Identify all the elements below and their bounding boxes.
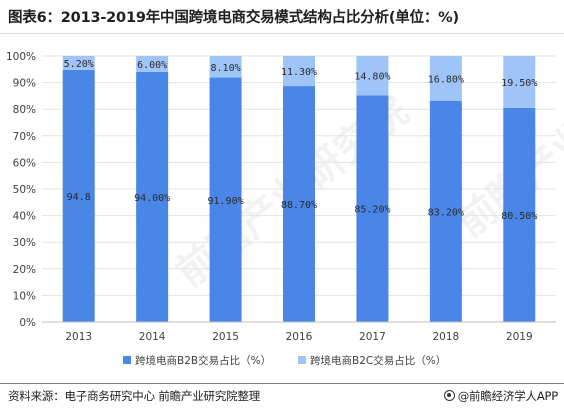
legend-label-b2c: 跨境电商B2C交易占比（%） xyxy=(310,354,446,367)
data-label-b2b: 88.70% xyxy=(281,200,317,211)
x-tick-label: 2017 xyxy=(359,331,386,343)
y-tick-label: 100% xyxy=(6,51,36,63)
bar-b2c xyxy=(356,56,389,96)
bar-b2b xyxy=(429,100,462,322)
y-tick-label: 80% xyxy=(13,104,36,116)
bar-b2b xyxy=(503,107,536,323)
y-tick-label: 60% xyxy=(13,157,36,169)
bar-b2c xyxy=(429,56,462,101)
bar-b2b xyxy=(283,86,315,322)
logo-icon xyxy=(443,390,455,401)
y-tick-label: 0% xyxy=(19,317,36,329)
source-divider xyxy=(0,383,564,384)
data-label-b2b: 94.8 xyxy=(67,192,91,203)
bar-b2b xyxy=(209,77,242,322)
y-tick-label: 10% xyxy=(13,290,36,302)
chart-title: 图表6：2013-2019年中国跨境电商交易模式结构占比分析(单位：%) xyxy=(8,10,459,26)
bar-b2b xyxy=(356,95,389,322)
source-note: 资料来源：电子商务研究中心 前瞻产业研究院整理 xyxy=(8,389,261,403)
y-tick-label: 70% xyxy=(13,131,36,143)
data-label-b2c: 19.50% xyxy=(501,78,537,89)
bar-b2c xyxy=(503,56,536,108)
data-label-b2c: 6.00% xyxy=(137,60,167,71)
data-label-b2b: 85.20% xyxy=(354,205,390,216)
bar-b2c xyxy=(62,56,95,70)
bar-b2b xyxy=(62,69,95,322)
x-tick-label: 2014 xyxy=(139,331,166,343)
data-label-b2b: 83.20% xyxy=(428,207,464,218)
y-tick-label: 90% xyxy=(13,78,36,90)
data-label-b2b: 80.50% xyxy=(501,211,537,222)
x-tick-label: 2015 xyxy=(212,331,239,343)
x-tick-label: 2016 xyxy=(286,331,313,343)
x-tick-label: 2018 xyxy=(432,331,459,343)
data-label-b2c: 5.20% xyxy=(64,59,94,70)
data-label-b2b: 91.90% xyxy=(208,196,244,207)
data-label-b2c: 11.30% xyxy=(281,67,317,78)
y-tick-label: 40% xyxy=(13,211,36,223)
credit-text: @前瞻经济学人APP xyxy=(457,389,558,403)
x-tick-label: 2019 xyxy=(506,331,533,343)
data-label-b2c: 14.80% xyxy=(354,72,390,83)
bar-b2c xyxy=(209,56,242,78)
title-divider xyxy=(0,33,564,34)
y-tick-label: 30% xyxy=(13,237,36,249)
bar-b2c xyxy=(283,56,315,87)
x-tick-label: 2013 xyxy=(65,331,92,343)
stacked-bar-chart: 0% 10% 20% 30% 40% 50% 60% 70% 80% 90% 100% 94.8 5.2… xyxy=(6,51,556,367)
bar-b2b xyxy=(136,71,169,323)
y-tick-label: 50% xyxy=(13,184,36,196)
y-tick-label: 20% xyxy=(13,264,36,276)
data-label-b2c: 16.80% xyxy=(428,74,464,85)
legend-swatch-b2b xyxy=(123,356,131,364)
bar-b2c xyxy=(136,56,169,72)
data-label-b2b: 94.00% xyxy=(134,193,170,204)
legend-label-b2b: 跨境电商B2B交易占比（%） xyxy=(135,354,271,367)
credit: @前瞻经济学人APP xyxy=(443,388,558,404)
data-label-b2c: 8.10% xyxy=(211,63,241,74)
legend-swatch-b2c xyxy=(298,356,306,364)
